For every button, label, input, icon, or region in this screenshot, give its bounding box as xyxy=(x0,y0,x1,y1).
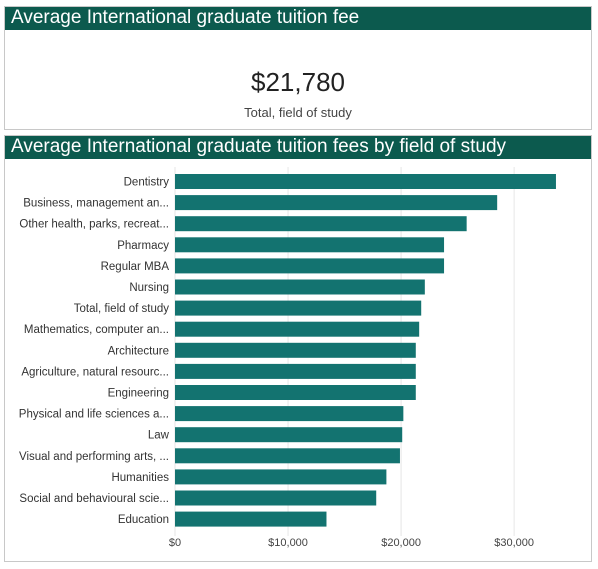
chart-panel: Average International graduate tuition f… xyxy=(4,135,592,562)
bar[interactable] xyxy=(175,321,420,337)
category-label: Humanities xyxy=(111,472,169,484)
kpi-value: $21,780 xyxy=(251,67,345,97)
bar[interactable] xyxy=(175,511,327,527)
bar-chart: Dentistry Business, management an... Other… xyxy=(19,167,556,549)
kpi-title: Average International graduate tuition f… xyxy=(5,7,591,30)
bar[interactable] xyxy=(175,490,377,506)
x-tick-label: $20,000 xyxy=(381,537,421,549)
bar[interactable] xyxy=(175,448,400,464)
category-label: Visual and performing arts, ... xyxy=(19,451,169,463)
category-label: Education xyxy=(118,514,169,526)
bar[interactable] xyxy=(175,216,467,232)
category-label: Business, management an... xyxy=(23,198,169,210)
bar[interactable] xyxy=(175,258,445,274)
bar[interactable] xyxy=(175,279,425,295)
bar[interactable] xyxy=(175,174,556,189)
category-label: Law xyxy=(148,430,170,442)
chart-title: Average International graduate tuition f… xyxy=(5,136,591,159)
category-label: Agriculture, natural resourc... xyxy=(21,366,169,378)
x-tick-label: $10,000 xyxy=(268,537,308,549)
bar[interactable] xyxy=(175,237,445,253)
x-tick-label: $30,000 xyxy=(494,537,534,549)
category-label: Nursing xyxy=(129,282,169,294)
category-label: Dentistry xyxy=(124,177,170,189)
bar[interactable] xyxy=(175,469,387,485)
kpi-panel: Average International graduate tuition f… xyxy=(4,6,592,130)
bar[interactable] xyxy=(175,363,416,379)
category-label: Mathematics, computer an... xyxy=(24,324,169,336)
bar[interactable] xyxy=(175,385,416,400)
x-tick-label: $0 xyxy=(169,537,181,549)
bar[interactable] xyxy=(175,406,404,422)
category-label: Pharmacy xyxy=(117,240,169,252)
category-label: Physical and life sciences a... xyxy=(19,409,169,421)
bar[interactable] xyxy=(175,427,403,443)
bar[interactable] xyxy=(175,342,416,358)
category-label: Total, field of study xyxy=(74,303,169,315)
bar[interactable] xyxy=(175,195,498,211)
bar[interactable] xyxy=(175,300,422,316)
category-label: Regular MBA xyxy=(101,261,170,273)
category-label: Social and behavioural scie... xyxy=(19,493,169,505)
category-label: Engineering xyxy=(108,388,169,400)
kpi-caption: Total, field of study xyxy=(244,105,352,120)
category-label: Other health, parks, recreat... xyxy=(19,219,169,231)
category-label: Architecture xyxy=(108,345,169,357)
